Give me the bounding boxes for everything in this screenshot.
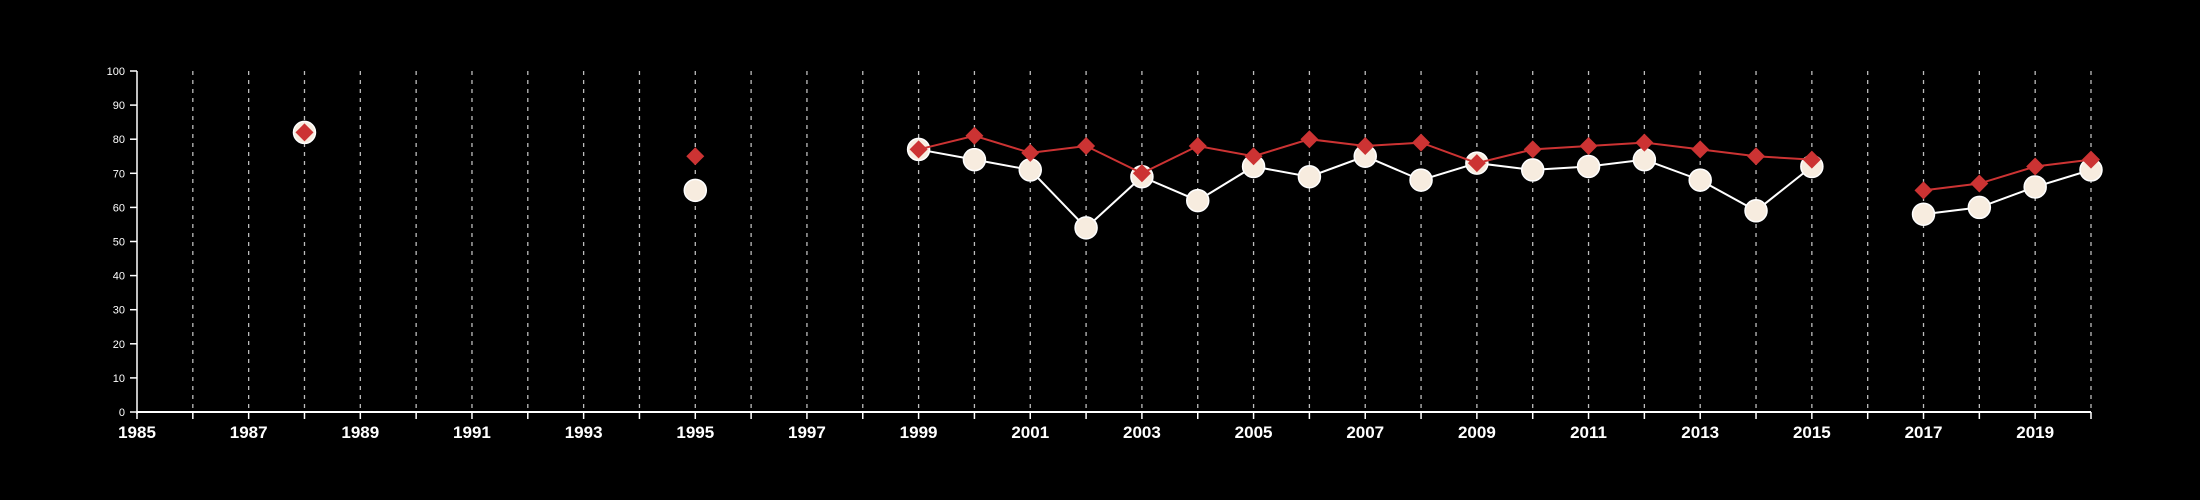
data-point [1412, 133, 1431, 152]
y-tick-label: 30 [113, 305, 125, 317]
data-point [1744, 199, 1768, 223]
data-point [1579, 137, 1598, 156]
data-point [1188, 137, 1207, 156]
data-point [2082, 150, 2100, 169]
data-point [1914, 181, 1933, 200]
data-point [965, 126, 984, 145]
y-tick-label: 60 [113, 202, 125, 214]
data-point [1409, 168, 1433, 192]
data-point [909, 140, 928, 159]
data-point [1970, 174, 1989, 193]
data-point [2023, 175, 2047, 199]
x-tick-label: 2011 [1570, 423, 1607, 442]
y-tick-label: 0 [119, 407, 125, 419]
x-tick-label: 2013 [1681, 423, 1719, 442]
x-tick-label: 1999 [900, 423, 938, 442]
x-tick-label: 1985 [118, 423, 156, 442]
data-point [1132, 164, 1151, 183]
x-tick-label: 1993 [565, 423, 603, 442]
series-red [295, 123, 2100, 200]
data-point [1185, 188, 1210, 213]
data-point [1967, 195, 1992, 220]
gridlines [192, 71, 2092, 412]
x-tick-label: 2009 [1458, 423, 1496, 442]
y-tick-label: 90 [113, 100, 125, 112]
x-tick-label: 2007 [1346, 423, 1384, 442]
data-point [1688, 168, 1712, 192]
x-tick-label: 2005 [1235, 423, 1273, 442]
y-tick-label: 70 [113, 168, 125, 180]
x-tick-label: 2001 [1011, 423, 1049, 442]
x-tick-label: 2019 [2016, 423, 2054, 442]
x-tick-label: 1997 [788, 423, 826, 442]
data-point [1691, 140, 1710, 159]
data-point [1018, 158, 1043, 182]
x-tick-label: 2017 [1905, 423, 1943, 442]
x-tick-label: 1989 [341, 423, 379, 442]
data-point [1244, 147, 1263, 166]
x-tick-label: 1987 [230, 423, 268, 442]
x-tick-label: 2015 [1793, 423, 1831, 442]
y-tick-label: 20 [113, 339, 125, 351]
data-point [1802, 150, 1821, 169]
data-point [1297, 164, 1322, 189]
series-line [1923, 158, 2092, 192]
data-point [686, 147, 705, 166]
data-point [1911, 202, 1936, 226]
data-point [2026, 157, 2045, 176]
y-tick-label: 80 [113, 134, 125, 146]
data-point [1356, 137, 1375, 156]
data-point [1300, 130, 1319, 149]
x-tick-label: 1995 [676, 423, 714, 442]
data-point [1523, 140, 1542, 159]
data-point [295, 123, 314, 142]
data-point [1074, 216, 1098, 240]
series [292, 120, 2103, 240]
y-tick-label: 10 [113, 373, 125, 385]
data-point [1747, 147, 1766, 166]
x-tick-label: 1991 [453, 423, 491, 442]
axes: 0 10 20 30 40 50 60 70 80 90 100 1985 1987 1989 1991 19… [107, 66, 2092, 442]
y-tick-label: 40 [113, 271, 125, 283]
data-point [1632, 147, 1657, 172]
data-point [1467, 154, 1486, 173]
data-point [683, 178, 708, 203]
y-tick-label: 100 [107, 66, 125, 78]
data-point [1635, 133, 1654, 152]
series-line [1923, 168, 2092, 216]
data-point [1576, 154, 1601, 179]
data-point [1021, 143, 1040, 162]
y-tick-label: 50 [113, 237, 125, 249]
x-tick-label: 2003 [1123, 423, 1161, 442]
data-point [962, 147, 987, 172]
data-point [1520, 158, 1545, 182]
data-point [1077, 137, 1096, 156]
